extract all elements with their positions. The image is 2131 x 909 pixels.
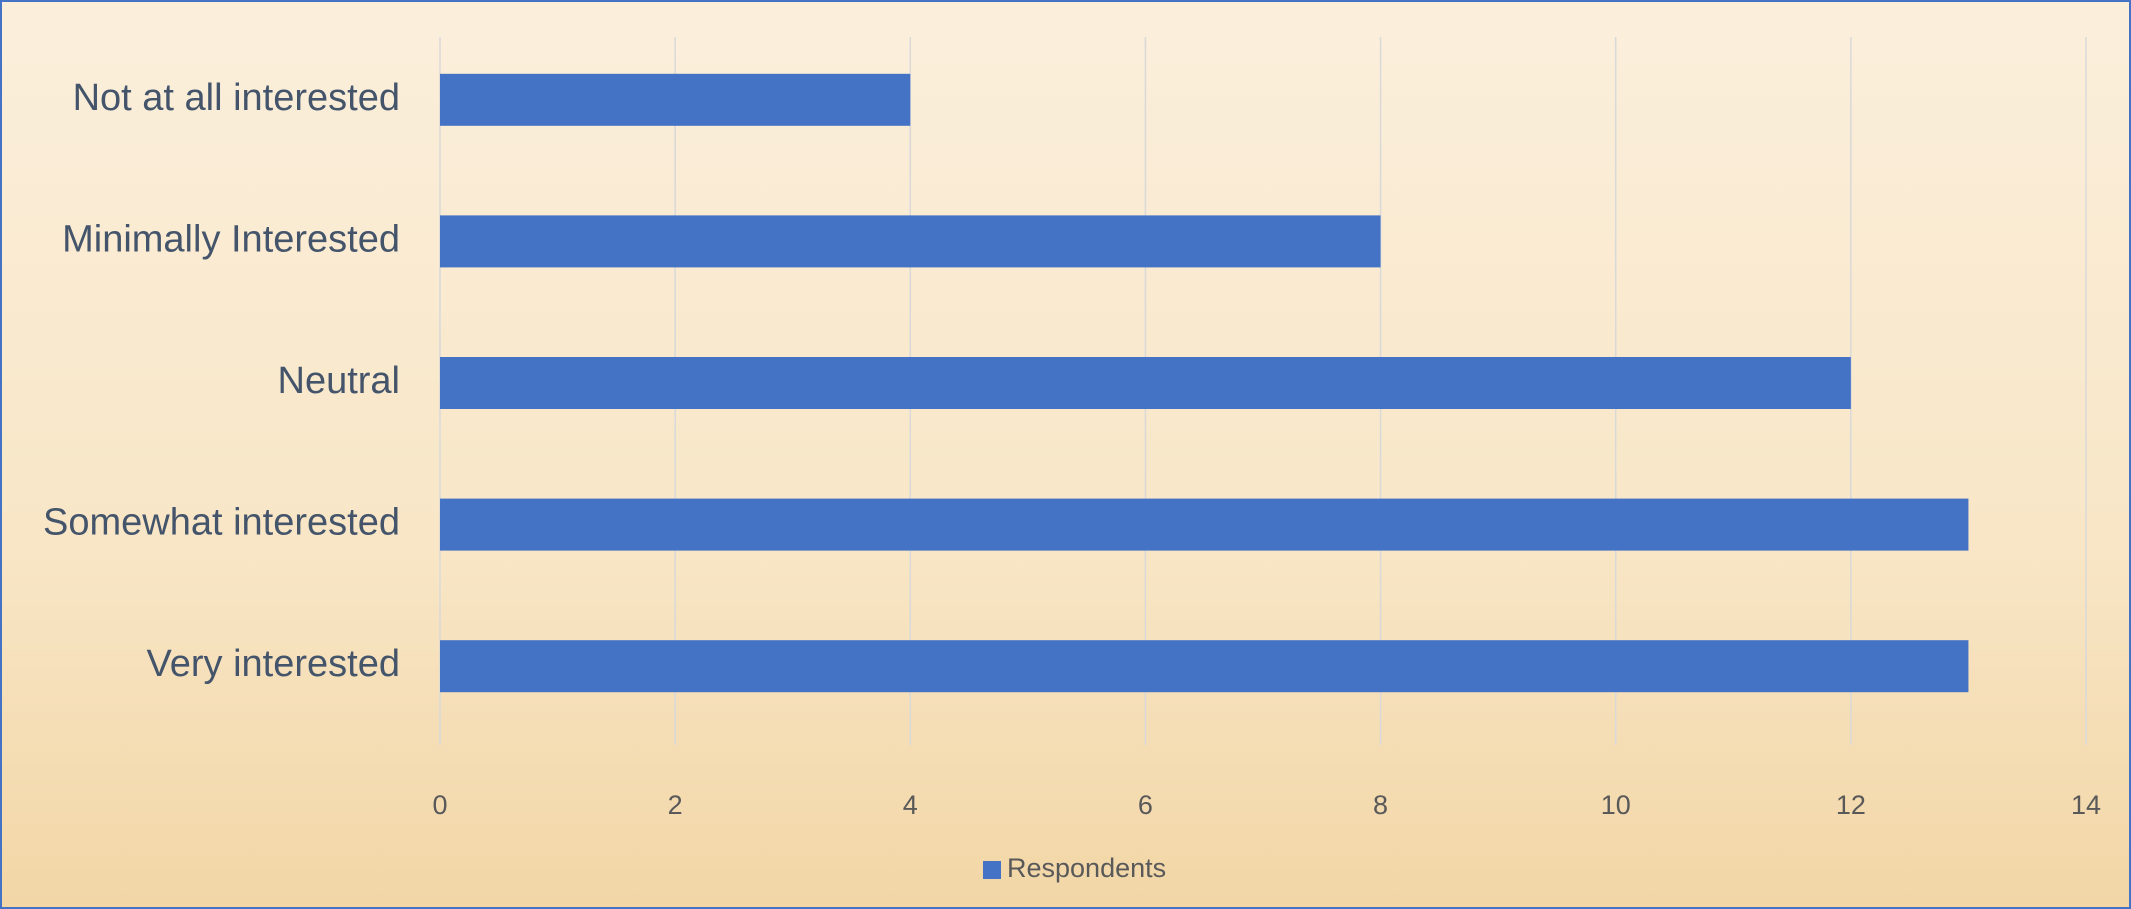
x-tick-label: 0	[432, 790, 447, 820]
x-tick-label: 4	[903, 790, 918, 820]
bar	[440, 357, 1851, 409]
chart: 0 2 4 6 8 10 12 14 Not at all interested Minimall…	[0, 0, 2131, 909]
y-tick-label: Neutral	[278, 360, 401, 402]
chart-background	[1, 1, 2130, 908]
bar	[440, 640, 1968, 692]
y-tick-label: Somewhat interested	[43, 502, 400, 544]
x-tick-label: 6	[1138, 790, 1153, 820]
y-tick-label: Not at all interested	[73, 77, 400, 119]
legend-swatch	[983, 861, 1001, 879]
bar	[440, 74, 910, 126]
x-tick-label: 8	[1373, 790, 1388, 820]
legend-label: Respondents	[1007, 853, 1166, 883]
bar	[440, 215, 1381, 267]
y-tick-label: Minimally Interested	[62, 218, 400, 260]
x-tick-label: 14	[2071, 790, 2101, 820]
x-tick-label: 12	[1836, 790, 1866, 820]
bar	[440, 499, 1968, 551]
x-tick-label: 10	[1601, 790, 1631, 820]
x-tick-label: 2	[668, 790, 683, 820]
y-tick-label: Very interested	[147, 643, 400, 685]
